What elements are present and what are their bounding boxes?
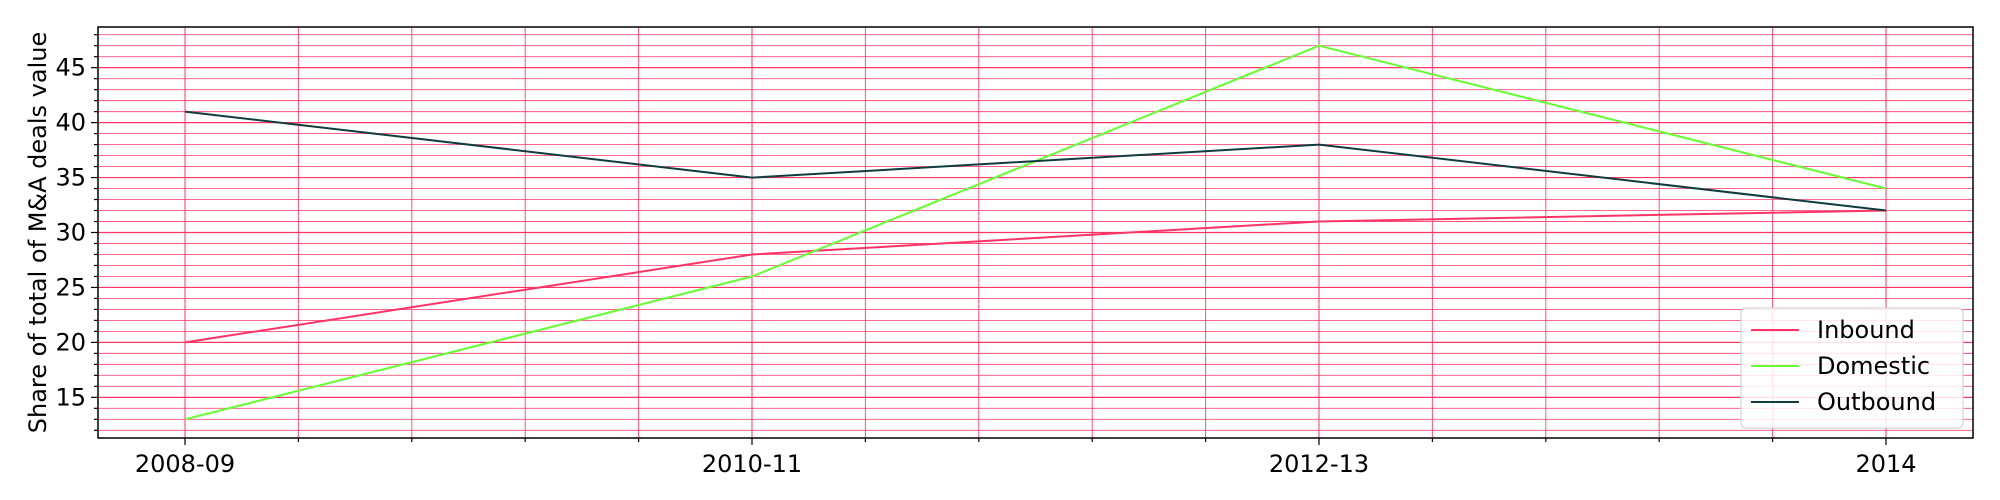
x-tick-label: 2012-13 — [1269, 450, 1369, 478]
y-tick-label: 40 — [55, 109, 86, 137]
y-tick-label: 25 — [55, 273, 86, 301]
series-layer — [184, 44, 1887, 421]
y-tick-label: 30 — [55, 219, 86, 247]
y-tick-label: 35 — [55, 164, 86, 192]
grid-layer — [98, 27, 1973, 438]
x-tick-label: 2014 — [1855, 450, 1916, 478]
y-axis-label: Share of total of M&A deals value — [24, 32, 52, 433]
x-tick-label: 2010-11 — [702, 450, 802, 478]
y-tick-label: 20 — [55, 328, 86, 356]
legend: Inbound Domestic Outbound — [1740, 307, 1964, 429]
legend-label-domestic: Domestic — [1817, 352, 1930, 380]
x-tick-label: 2008-09 — [135, 450, 235, 478]
y-tick-label: 45 — [55, 54, 86, 82]
series-line-inbound — [184, 209, 1887, 344]
legend-box — [1740, 307, 1964, 429]
axes-layer: 15 20 25 30 35 40 45 2008-09 2010-11 2012-13 2014 — [55, 26, 1974, 478]
y-tick-label: 15 — [55, 383, 86, 411]
series-line-outbound — [184, 110, 1887, 212]
legend-label-inbound: Inbound — [1817, 316, 1915, 344]
legend-label-outbound: Outbound — [1817, 388, 1936, 416]
